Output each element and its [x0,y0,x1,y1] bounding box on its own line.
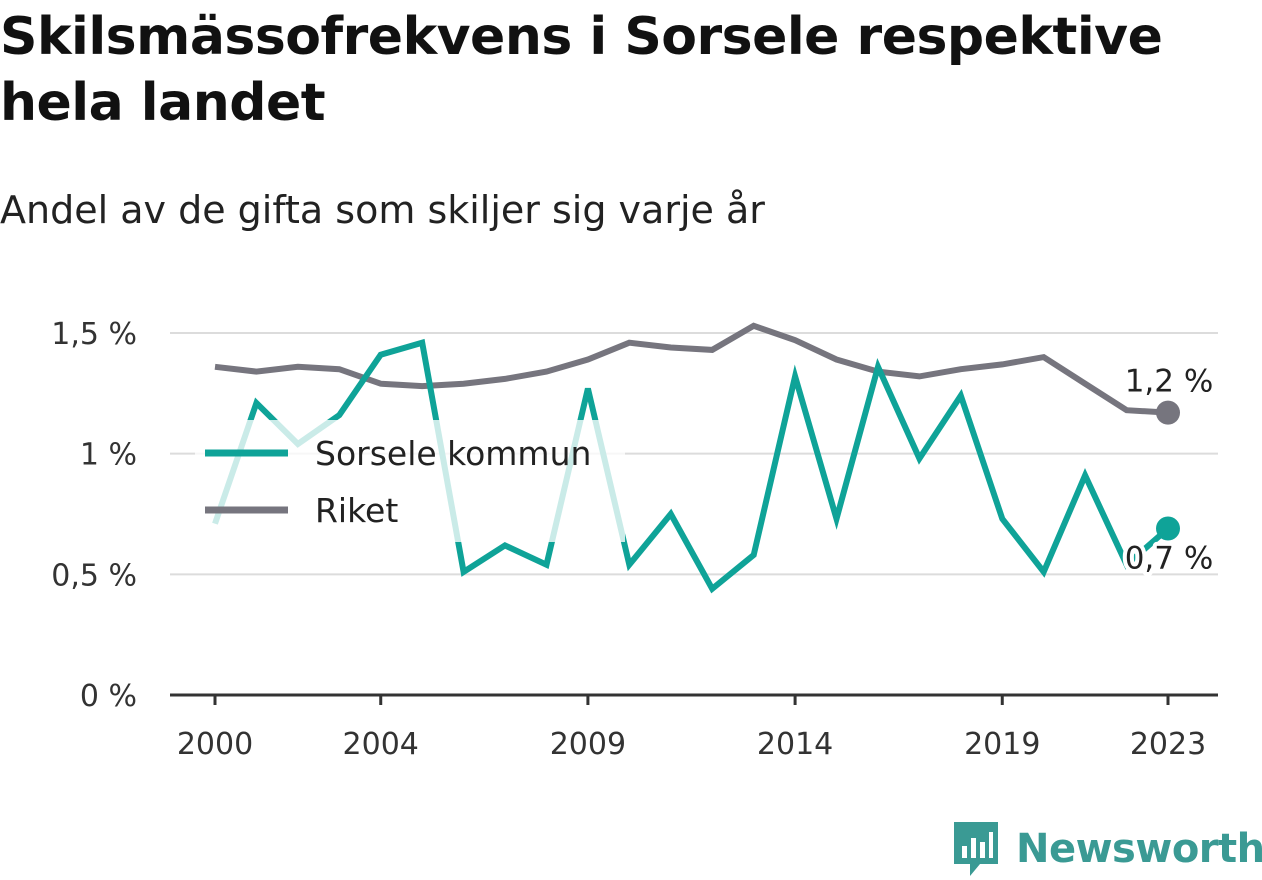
end-label-halo: 1,2 % [1125,364,1214,400]
y-tick-label: 1,5 % [51,317,137,352]
y-axis-ticks: 0 % 0,5 % 1 % 1,5 % [51,317,137,714]
series-line-sorsele [212,338,1170,594]
brand-logo: Newsworthy [950,818,1262,880]
x-tick-label: 2004 [343,727,419,762]
x-tick-label: 2023 [1130,727,1206,762]
brand-name: Newsworthy [1016,826,1262,872]
end-value-label: 0,7 % [1125,540,1214,576]
x-tick-label: 2019 [964,727,1040,762]
y-tick-label: 0 % [80,679,137,714]
legend: Sorsele kommun Riket [205,434,591,530]
x-tick-label: 2014 [757,727,833,762]
legend-backdrop [195,420,625,542]
end-point-sorsele [1156,516,1180,541]
y-tick-label: 1 % [80,438,137,473]
series-lines [212,322,1170,594]
y-tick-label: 0,5 % [51,558,137,593]
chart-title: Skilsmässofrekvens i Sorsele respektive … [0,7,1163,133]
end-value-label: 1,2 % [1125,364,1214,400]
end-labels: 0,7 %0,7 %1,2 %1,2 % [1121,360,1218,581]
series-line-riket [214,322,1169,416]
chart-subtitle: Andel av de gifta som skiljer sig varje … [0,188,765,232]
end-label-halo: 0,7 % [1125,540,1214,576]
end-point-riket [1156,400,1180,425]
x-tick-label: 2009 [550,727,626,762]
legend-backdrop-rect [195,420,625,542]
x-axis: 2000 2004 2009 2014 2019 2023 [170,693,1218,762]
x-tick-label: 2000 [177,727,253,762]
legend-label: Sorsele kommun [315,434,591,473]
legend-label: Riket [315,491,398,530]
newsworthy-logo-icon [954,822,998,876]
